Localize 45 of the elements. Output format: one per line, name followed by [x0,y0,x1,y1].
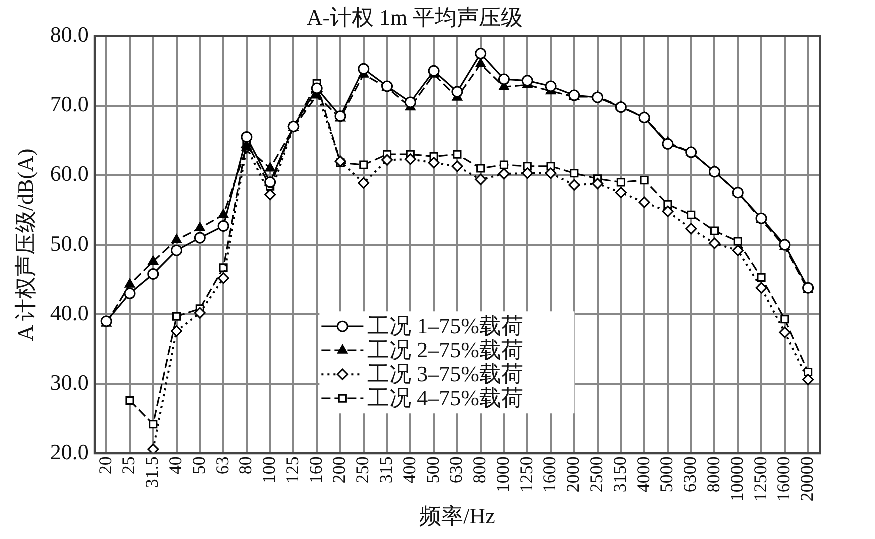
x-tick-label: 4000 [633,456,654,493]
x-tick-label: 80 [236,456,256,475]
x-tick-label: 2500 [586,456,607,493]
x-tick-label: 5000 [656,456,677,493]
x-tick-label: 100 [259,456,280,484]
x-tick-label: 10000 [726,456,747,502]
x-tick-label: 20000 [797,456,818,502]
x-tick-label: 40 [166,456,186,475]
x-tick-label: 31.5 [142,456,162,488]
x-tick-label: 3150 [610,456,630,493]
x-tick-label: 8000 [703,456,724,493]
x-tick-label: 2000 [563,456,584,493]
x-tick-label: 50 [188,456,209,475]
x-tick-label: 1600 [540,456,560,493]
y-tick-label: 50.0 [50,230,89,256]
x-tick-label: 630 [446,456,466,484]
y-tick-label: 70.0 [50,92,89,117]
y-tick-label: 40.0 [50,300,89,326]
y-tick-label: 30.0 [50,370,89,395]
legend-label: 工况 1–75%载荷 [368,313,524,338]
y-tick-label: 60.0 [50,161,89,186]
x-tick-label: 200 [329,456,350,484]
x-tick-label: 63 [212,456,232,475]
x-tick-label: 25 [118,456,139,475]
x-tick-label: 6300 [680,456,700,493]
x-tick-label: 1250 [516,456,536,493]
x-tick-label: 800 [470,456,490,484]
x-tick-label: 400 [399,456,420,484]
legend-label: 工况 3–75%载荷 [368,361,524,386]
x-tick-label: 12500 [750,456,770,502]
x-axis-title: 频率/Hz [420,504,496,529]
x-tick-label: 125 [282,456,302,484]
x-tick-label: 500 [422,456,443,484]
x-tick-label: 16000 [774,456,794,502]
y-axis-title: A 计权声压级/dB(A) [12,148,38,342]
x-tick-label: 20 [95,456,116,475]
x-tick-label: 160 [306,456,326,484]
legend-label: 工况 4–75%载荷 [368,385,524,410]
chart-title: A-计权 1m 平均声压级 [306,4,524,30]
x-tick-label: 250 [352,456,373,484]
y-tick-label: 20.0 [50,439,89,464]
x-tick-label: 1000 [492,456,513,493]
y-tick-label: 80.0 [50,22,89,48]
x-tick-label: 315 [376,456,396,484]
legend-label: 工况 2–75%载荷 [368,337,524,362]
